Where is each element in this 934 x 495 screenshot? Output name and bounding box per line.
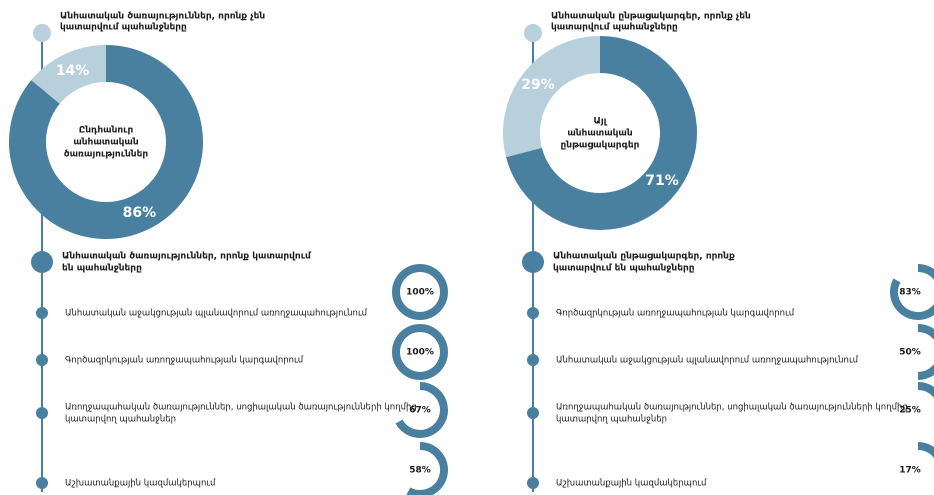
item-ring bbox=[917, 324, 934, 380]
donut-value-label: 14% bbox=[56, 63, 90, 79]
donut-value-label: 86% bbox=[123, 205, 157, 221]
item-node bbox=[527, 407, 539, 419]
item-label: Անհատական աջակցության պլանավորում առողջա… bbox=[556, 356, 859, 366]
item-ring bbox=[406, 442, 448, 495]
top-label: Անհատական ծառայություններ, որոնք չեն bbox=[60, 12, 265, 22]
donut-value-label: 71% bbox=[645, 173, 679, 189]
donut-center-label: անհատական bbox=[73, 138, 139, 148]
item-value-label: 58% bbox=[409, 466, 431, 476]
section-label: Անհատական ընթացակարգեր, որոնք bbox=[553, 252, 735, 262]
item-value-label: 17% bbox=[899, 466, 921, 476]
item-ring bbox=[392, 264, 448, 320]
item-ring bbox=[917, 442, 934, 459]
item-value-label: 50% bbox=[899, 348, 921, 358]
section-label: են պահանջները bbox=[62, 264, 142, 274]
item-label: Անհատական աջակցության պլանավորում առողջա… bbox=[65, 309, 368, 319]
section-node bbox=[522, 251, 544, 273]
item-node bbox=[36, 307, 48, 319]
donut-segment bbox=[9, 45, 203, 239]
item-node bbox=[527, 307, 539, 319]
donut-segment bbox=[31, 45, 107, 105]
item-label: Գործազրկության առողջապահության կարգավորո… bbox=[556, 309, 795, 319]
item-label: Առողջապահական ծառայություններ, սոցիալակա… bbox=[556, 403, 908, 413]
item-label: կատարվող պահանջներ bbox=[556, 415, 667, 425]
top-node bbox=[524, 24, 542, 42]
section-label: Անհատական ծառայություններ, որոնք կատարվո… bbox=[62, 252, 312, 262]
item-value-label: 83% bbox=[899, 288, 921, 298]
section-label: կատարվում են պահանջները bbox=[553, 264, 695, 274]
item-value-label: 100% bbox=[406, 348, 434, 358]
donut-center-label: անհատական bbox=[567, 129, 633, 139]
donut-center-label: Այլ bbox=[594, 117, 608, 127]
item-value-label: 25% bbox=[899, 406, 921, 416]
donut-center-label: ծառայություններ bbox=[64, 150, 149, 160]
item-ring bbox=[392, 324, 448, 380]
top-label: Անհատական ընթացակարգեր, որոնք չեն bbox=[551, 12, 751, 22]
top-label: կատարվում պահանջները bbox=[551, 23, 678, 33]
item-value-label: 100% bbox=[406, 288, 434, 298]
item-node bbox=[36, 354, 48, 366]
item-ring bbox=[890, 264, 934, 320]
top-node bbox=[33, 24, 51, 42]
donut-center-label: Ընդհանուր bbox=[79, 126, 134, 136]
item-node bbox=[36, 477, 48, 489]
donut-center-label: ընթացակարգեր bbox=[561, 141, 640, 151]
item-label: Գործազրկության առողջապահության կարգավորո… bbox=[65, 356, 304, 366]
item-ring bbox=[395, 382, 448, 438]
top-label: կատարվում պահանջները bbox=[60, 23, 187, 33]
item-node bbox=[527, 477, 539, 489]
item-label: Աշխատանքային կազմակերպում bbox=[556, 479, 707, 489]
item-label: Առողջապահական ծառայություններ, սոցիալակա… bbox=[65, 403, 417, 413]
donut-value-label: 29% bbox=[521, 77, 555, 93]
item-node bbox=[36, 407, 48, 419]
item-value-label: 67% bbox=[409, 406, 431, 416]
item-ring bbox=[917, 382, 934, 399]
item-label: կատարվող պահանջներ bbox=[65, 415, 176, 425]
item-node bbox=[527, 354, 539, 366]
donut-segment bbox=[506, 36, 697, 230]
section-node bbox=[31, 251, 53, 273]
donut-segment bbox=[503, 36, 601, 158]
item-label: Աշխատանքային կազմակերպում bbox=[65, 479, 216, 489]
